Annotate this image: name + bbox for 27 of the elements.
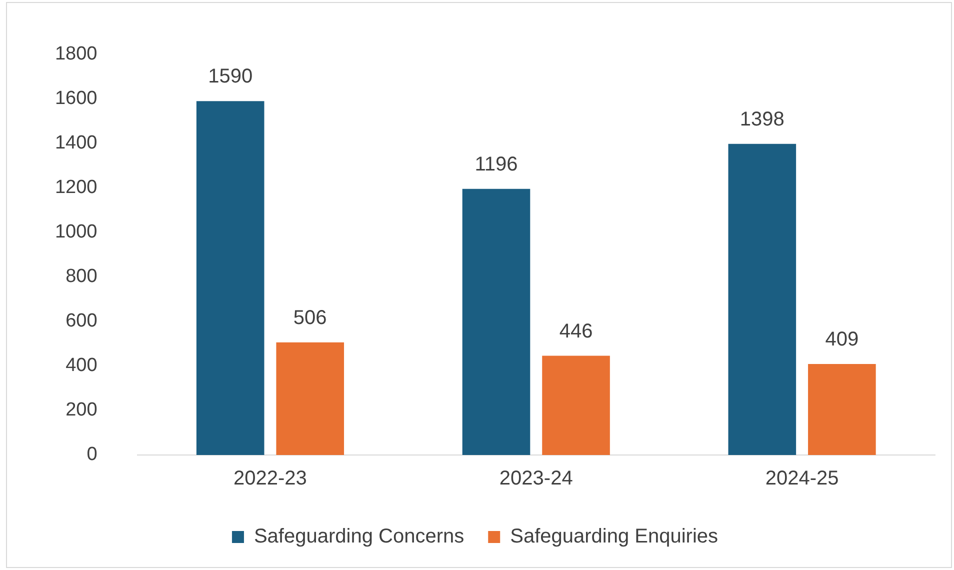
data-label: 506 [293, 306, 327, 329]
data-label: 446 [559, 320, 593, 342]
data-label: 1590 [208, 66, 253, 88]
bar [542, 356, 610, 455]
y-tick-label: 1400 [54, 132, 98, 154]
bar [808, 364, 876, 455]
data-label: 1196 [474, 153, 518, 176]
legend-label: Safeguarding Enquiries [510, 526, 718, 548]
x-tick-label: 2022-23 [234, 468, 307, 490]
y-tick-label: 0 [86, 444, 98, 466]
bar [462, 188, 530, 455]
legend-label: Safeguarding Concerns [254, 526, 464, 548]
y-tick-label: 1000 [54, 222, 98, 243]
y-tick-label: 400 [66, 355, 98, 376]
bar [728, 144, 796, 455]
x-tick-label: 2023-24 [499, 468, 573, 490]
y-tick-label: 200 [66, 400, 98, 421]
data-label: 1398 [740, 108, 784, 130]
y-tick-label: 1600 [54, 88, 98, 110]
y-tick-label: 1200 [54, 177, 98, 198]
bar [276, 342, 344, 455]
y-tick-label: 1800 [54, 44, 98, 65]
y-tick-label: 600 [66, 310, 98, 332]
bar [196, 101, 264, 455]
y-tick-label: 800 [66, 266, 98, 288]
data-label: 409 [825, 328, 859, 350]
x-tick-label: 2024-25 [765, 468, 839, 490]
